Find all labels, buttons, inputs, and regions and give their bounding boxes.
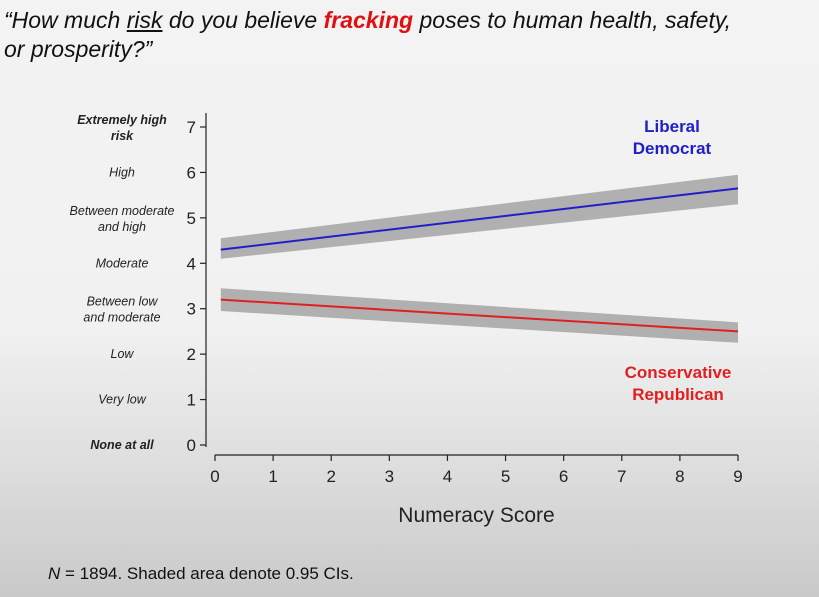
x-tick-label-2: 2 — [326, 467, 335, 486]
footnote-n: N — [48, 564, 61, 583]
footnote-text: = 1894. Shaded area denote 0.95 CIs. — [60, 564, 354, 583]
y-tick-label-3: 3 — [187, 300, 196, 319]
y-category-label-4: Moderate — [96, 256, 149, 270]
y-tick-label-2: 2 — [187, 345, 196, 364]
y-category-label-5: Between moderate and high — [70, 204, 175, 234]
x-tick-label-6: 6 — [559, 467, 568, 486]
chart-labels: Numeracy Score Extremely high risk High Betw… — [70, 113, 732, 527]
question-text-1: “How much — [4, 7, 127, 33]
y-category-label-7: Extremely high risk — [77, 113, 167, 143]
x-tick-label-1: 1 — [268, 467, 277, 486]
question-text-4: or prosperity?” — [4, 36, 153, 62]
y-category-label-6: High — [109, 165, 135, 179]
y-tick-label-7: 7 — [187, 118, 196, 137]
y-category-label-0: None at all — [90, 438, 154, 452]
question-fracking-word: fracking — [323, 7, 414, 33]
x-tick-label-9: 9 — [733, 467, 742, 486]
x-tick-label-0: 0 — [210, 467, 219, 486]
y-tick-label-4: 4 — [187, 254, 196, 273]
y-category-label-2: Low — [111, 347, 135, 361]
footnote: N = 1894. Shaded area denote 0.95 CIs. — [48, 564, 354, 584]
x-tick-label-5: 5 — [501, 467, 510, 486]
y-tick-label-5: 5 — [187, 209, 196, 228]
series-lines — [220, 187, 739, 333]
x-tick-label-7: 7 — [617, 467, 626, 486]
axes: 0 1 2 3 4 5 6 7 0 1 2 3 4 5 6 7 8 9 — [187, 113, 743, 486]
series-line-0 — [220, 187, 739, 251]
series-label-1: Conservative Republican — [625, 363, 732, 404]
series-line-1 — [220, 298, 739, 333]
series-label-0: Liberal Democrat — [633, 117, 712, 158]
question-risk-word: risk — [126, 7, 163, 33]
question-text-3: poses to human health, safety, — [413, 7, 732, 33]
x-tick-label-3: 3 — [385, 467, 394, 486]
y-category-label-1: Very low — [98, 393, 146, 407]
x-axis-title: Numeracy Score — [398, 504, 554, 527]
x-tick-label-8: 8 — [675, 467, 684, 486]
y-tick-label-6: 6 — [187, 163, 196, 182]
y-tick-label-0: 0 — [187, 436, 196, 455]
x-tick-label-4: 4 — [443, 467, 452, 486]
y-category-label-3: Between low and moderate — [83, 295, 160, 325]
y-tick-label-1: 1 — [187, 391, 196, 410]
ci-band-0 — [220, 174, 739, 259]
survey-question: “How much risk do you believe fracking p… — [4, 6, 804, 64]
ci-bands — [220, 174, 739, 343]
question-text-2: do you believe — [162, 7, 324, 33]
